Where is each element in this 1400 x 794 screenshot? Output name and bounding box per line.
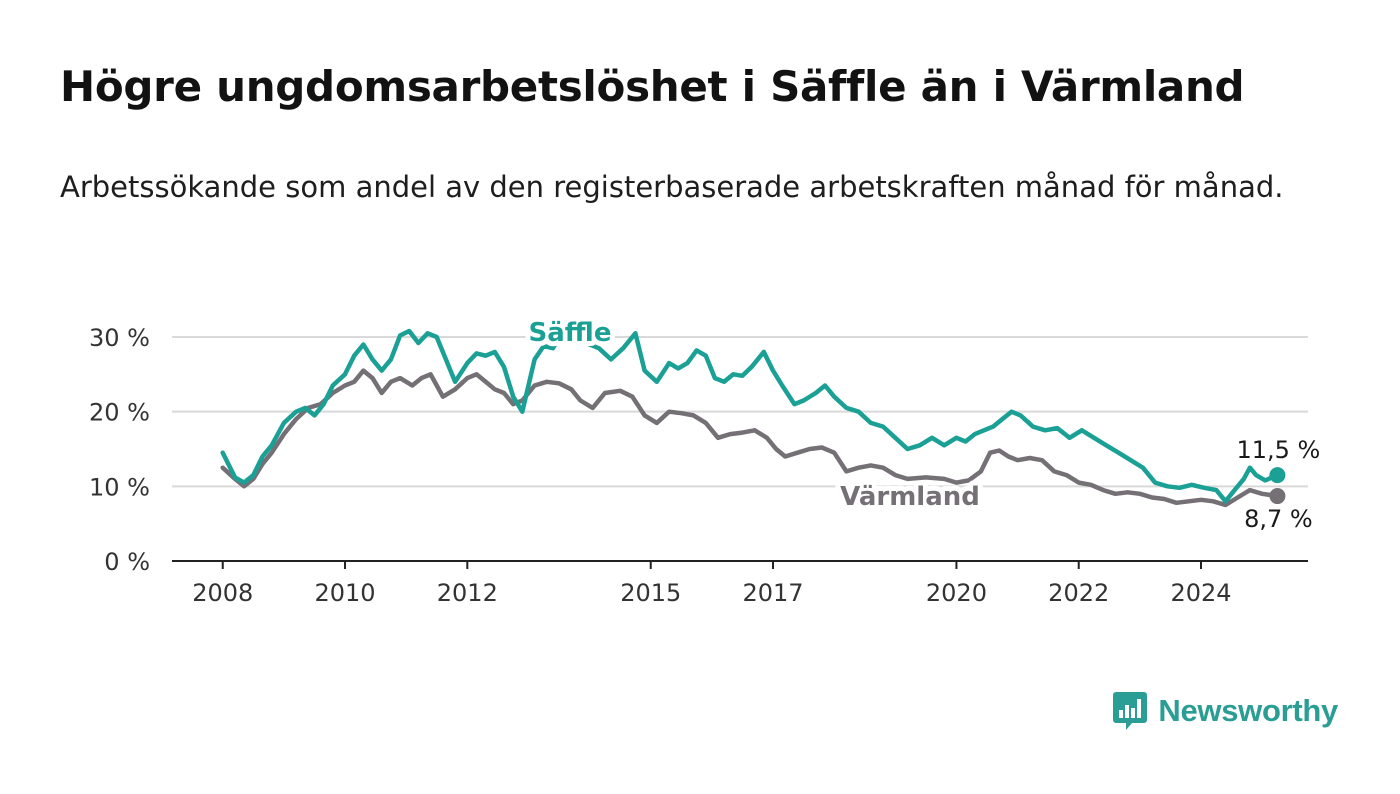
y-tick-label: 30 % <box>89 324 150 352</box>
x-tick-label: 2008 <box>192 579 253 607</box>
end-label-varmland-halo: 8,7 % <box>1244 505 1313 533</box>
y-tick-label: 20 % <box>89 399 150 427</box>
x-axis: 2008 2010 2012 2015 2017 2020 2022 2024 <box>172 560 1308 607</box>
y-tick-label: 10 % <box>89 473 150 501</box>
newsworthy-logo-icon <box>1113 692 1148 730</box>
x-tick-label: 2015 <box>620 579 681 607</box>
y-axis-tick-labels: 0 % 10 % 20 % 30 % <box>89 324 150 576</box>
series-label-saffle-halo: Säffle <box>529 318 612 348</box>
x-tick-label: 2020 <box>926 579 987 607</box>
series-line-säffle <box>220 328 1280 504</box>
series-lines <box>220 328 1286 508</box>
chart-title: Högre ungdomsarbetslöshet i Säffle än i … <box>60 62 1245 111</box>
series-label-varmland-halo: Värmland <box>840 482 980 512</box>
series-line-värmland <box>220 368 1280 508</box>
x-tick-label: 2010 <box>314 579 375 607</box>
x-tick-label: 2017 <box>742 579 803 607</box>
y-tick-label: 0 % <box>104 548 150 576</box>
x-tick-label: 2022 <box>1048 579 1109 607</box>
newsworthy-brand: Newsworthy <box>1112 690 1338 732</box>
series-label-saffle: Säffle <box>529 318 612 348</box>
series-end-dot-säffle <box>1269 467 1286 484</box>
end-label-varmland: 8,7 % <box>1244 505 1313 533</box>
brand-name: Newsworthy <box>1158 693 1338 728</box>
gridlines <box>172 336 1308 488</box>
series-label-varmland: Värmland <box>840 482 980 512</box>
line-chart: 0 % 10 % 20 % 30 % 2008 2010 2012 2015 2017 2020… <box>89 313 1326 607</box>
end-label-saffle-halo: 11,5 % <box>1236 436 1320 464</box>
x-tick-label: 2012 <box>437 579 498 607</box>
series-end-dot-värmland <box>1269 488 1286 505</box>
end-label-saffle: 11,5 % <box>1236 436 1320 464</box>
x-tick-label: 2024 <box>1170 579 1231 607</box>
chart-subtitle: Arbetssökande som andel av den registerb… <box>60 170 1284 204</box>
